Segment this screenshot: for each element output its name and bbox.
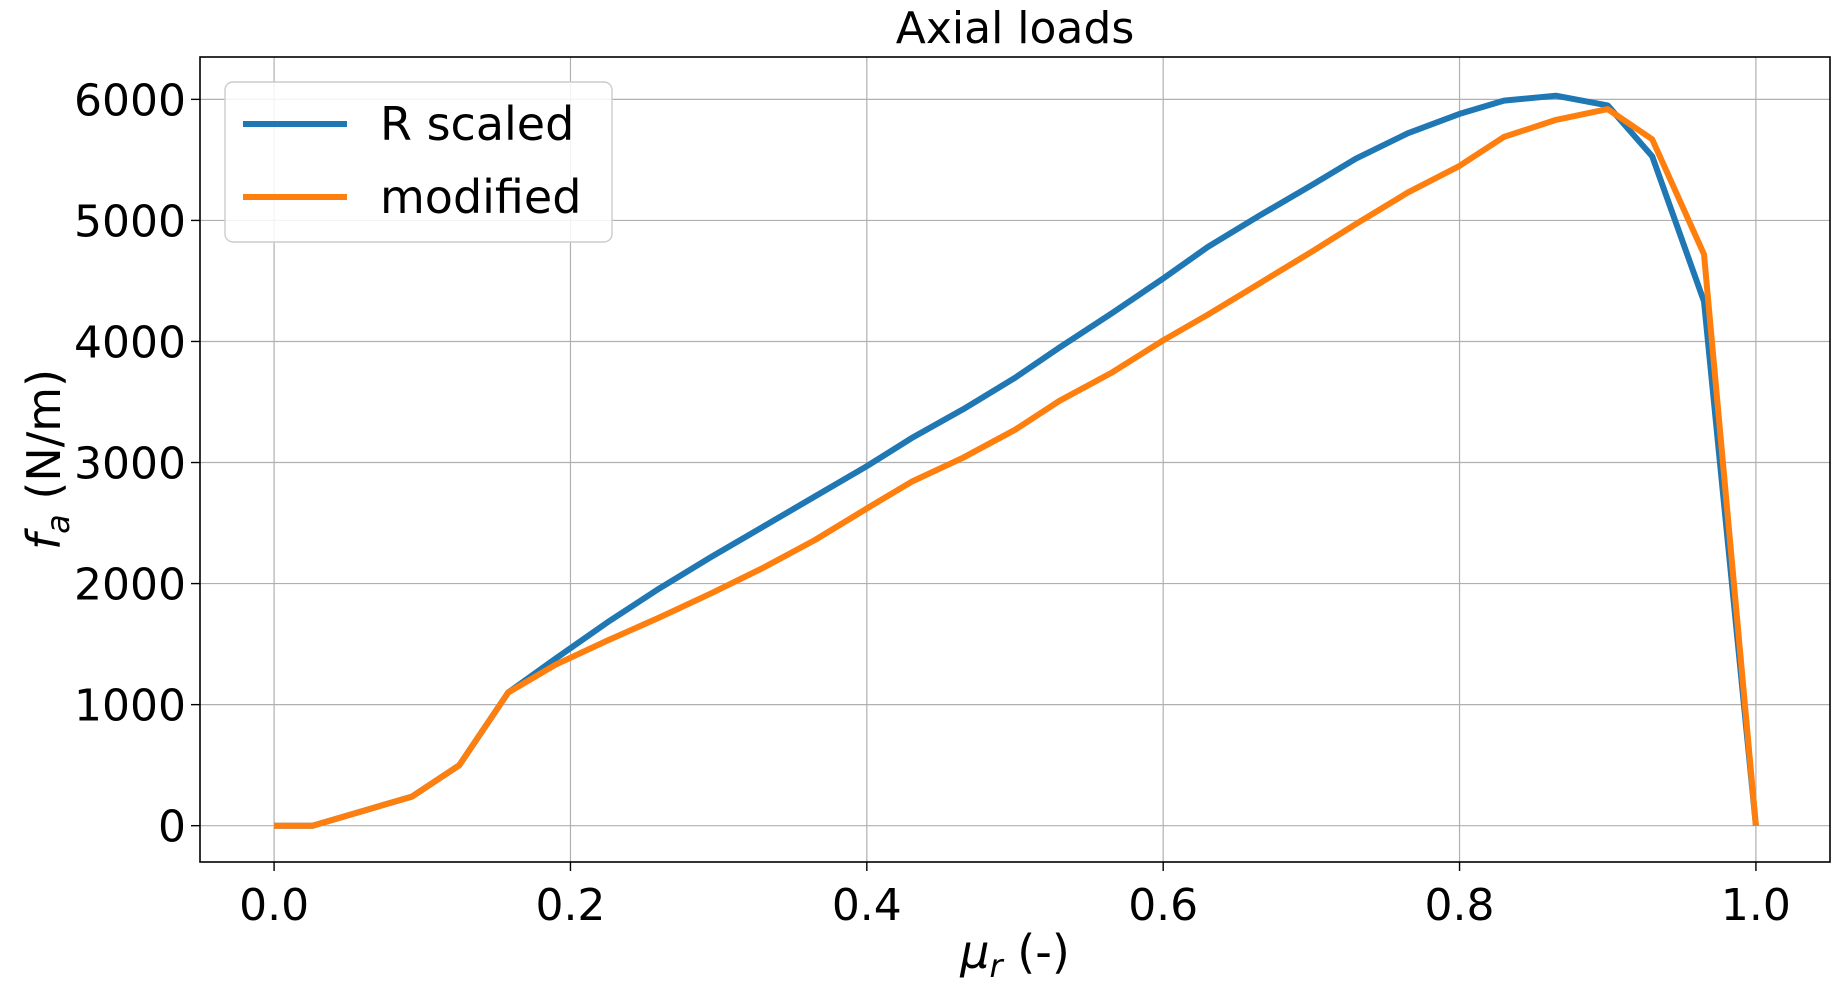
x-tick-label: 0.0 [239, 880, 309, 931]
x-tick-label: 1.0 [1721, 880, 1791, 931]
y-tick-label: 2000 [74, 560, 186, 611]
y-tick-label: 4000 [74, 317, 186, 368]
y-tick-label: 3000 [74, 439, 186, 490]
y-axis-unit: (N/m) [17, 369, 71, 514]
legend: R scaled modified [224, 81, 613, 243]
x-axis-subscript: r [990, 947, 1005, 985]
y-axis-label: fa (N/m) [17, 369, 77, 550]
series-line-1 [274, 106, 1759, 829]
y-tick-label: 0 [158, 802, 186, 853]
x-tick-label: 0.4 [832, 880, 902, 931]
legend-label: modified [380, 170, 581, 224]
plot-area [274, 92, 1759, 829]
y-tick-label: 6000 [74, 75, 186, 126]
chart-title: Axial loads [896, 3, 1135, 54]
y-axis-subscript: a [39, 514, 77, 534]
legend-entries: R scaled modified [243, 97, 581, 224]
axes-frame [199, 56, 1831, 863]
x-axis-symbol: μ [959, 925, 989, 979]
ticks: 0.0 0.2 0.4 0.6 0.8 1.0 0 1000 2000 3000 4000 5000 6… [74, 75, 1791, 931]
x-axis-unit: (-) [1003, 925, 1070, 979]
grid [200, 57, 1830, 862]
y-tick-label: 1000 [74, 681, 186, 732]
y-tick-label: 5000 [74, 196, 186, 247]
series-line-0 [274, 92, 1759, 829]
x-tick-label: 0.6 [1128, 880, 1198, 931]
x-axis-label: μr (-) [959, 925, 1070, 985]
x-tick-label: 0.8 [1425, 880, 1495, 931]
legend-label: R scaled [380, 97, 574, 151]
x-tick-label: 0.2 [535, 880, 605, 931]
